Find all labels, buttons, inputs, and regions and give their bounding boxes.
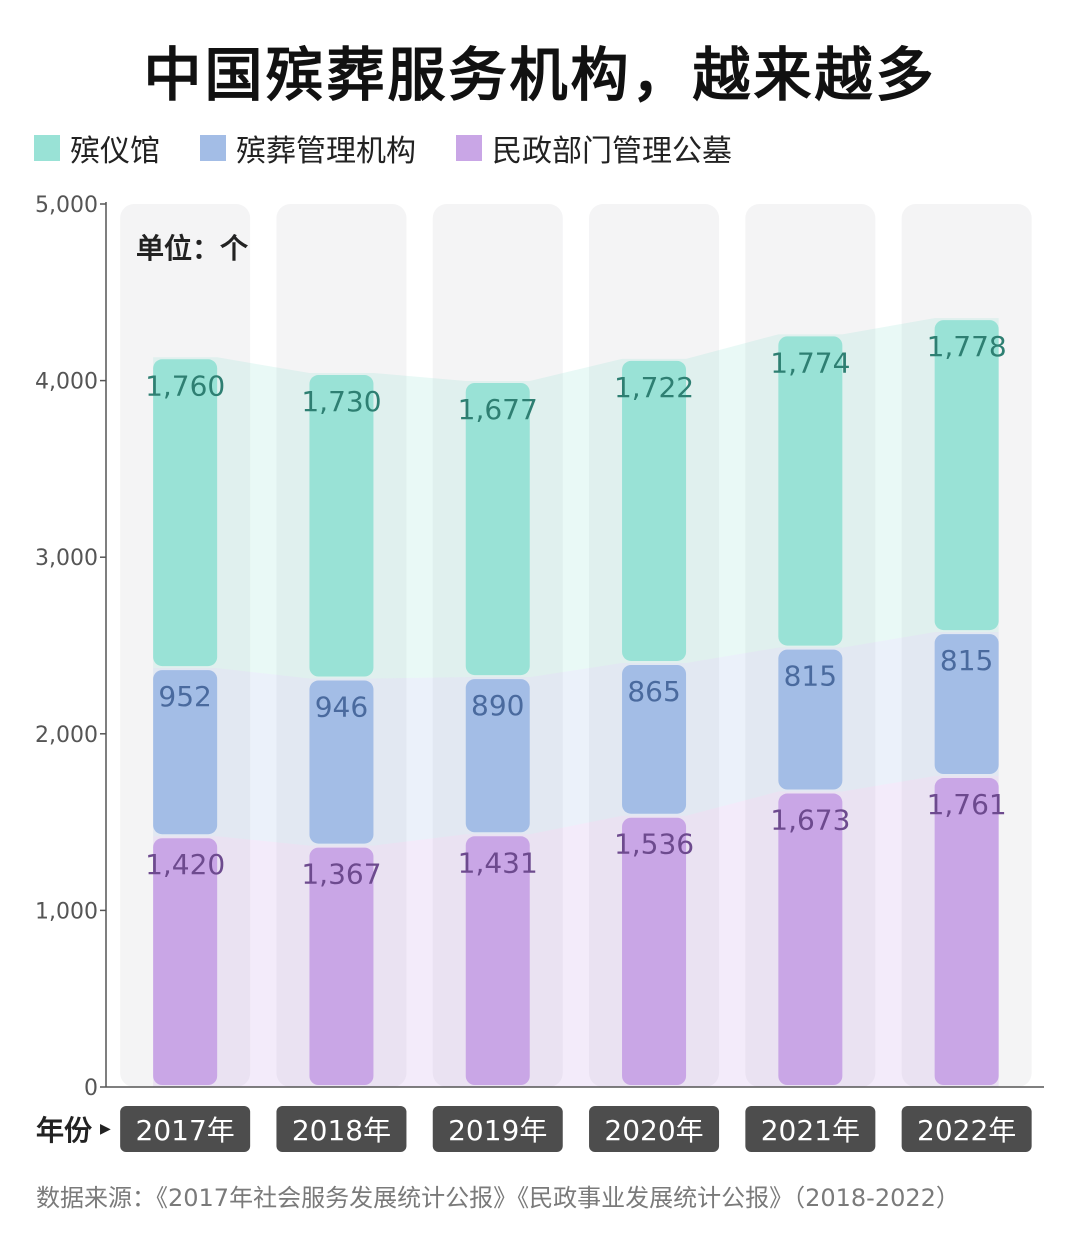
year-tag-bg-0 [120,1106,251,1152]
year-axis-label: 年份 ▶ [36,1106,111,1152]
bar-management-4 [778,649,843,790]
bar-cemetery-1 [309,847,374,1085]
data-label-funeral-home-0: 1,760 [145,369,225,402]
year-tag-bg-1 [276,1106,407,1152]
bar-funeral-home-1 [309,375,374,677]
data-label-cemetery-0: 1,420 [145,848,225,881]
bar-management-1 [309,680,374,844]
data-label-management-2: 890 [471,689,524,722]
year-tag-bg-4 [745,1106,876,1152]
data-label-management-0: 952 [158,680,211,713]
data-label-management-5: 815 [940,644,993,677]
bar-cemetery-5 [934,778,999,1085]
chart-title: 中国殡葬服务机构，越来越多 [143,41,937,109]
legend-swatch-funeral-home [34,135,60,161]
bar-funeral-home-0 [153,359,218,667]
connector-bands [153,318,999,1087]
legend-swatch-cemetery [456,135,482,161]
legend-item-cemetery: 民政部门管理公墓 [456,126,732,170]
year-tag-5: 2022年 [917,1114,1016,1147]
data-label-funeral-home-3: 1,722 [614,371,694,404]
data-label-cemetery-2: 1,431 [458,846,538,879]
year-tag-2: 2019年 [448,1114,547,1147]
bar-funeral-home-5 [934,320,999,631]
year-tag-0: 2017年 [136,1114,235,1147]
bar-funeral-home-4 [778,336,843,646]
data-label-cemetery-4: 1,673 [770,804,850,837]
data-label-cemetery-3: 1,536 [614,828,694,861]
y-tick-label-1: 1,000 [35,899,98,924]
triangle-right-icon: ▶ [100,1121,111,1137]
bar-cemetery-2 [465,836,530,1085]
year-tag-bg-2 [432,1106,563,1152]
bar-funeral-home-3 [622,360,687,661]
unit-label: 单位：个 [136,232,249,265]
legend-swatch-management [200,135,226,161]
y-tick-label-5: 5,000 [35,193,98,218]
legend-label-management: 殡葬管理机构 [236,134,416,169]
data-label-management-4: 815 [784,660,837,693]
y-tick-label-3: 3,000 [35,546,98,571]
data-label-cemetery-5: 1,761 [927,788,1007,821]
bar-management-2 [465,679,530,833]
bar-cemetery-3 [622,817,687,1085]
bar-funeral-home-2 [465,382,530,676]
data-source: 数据来源：《2017年社会服务发展统计公报》《民政事业发展统计公报》（2018-… [36,1184,960,1212]
year-label-text: 年份 [36,1114,93,1147]
data-label-management-3: 865 [627,675,680,708]
band-funeral-home [153,318,999,679]
data-label-cemetery-1: 1,367 [301,858,381,891]
data-label-funeral-home-4: 1,774 [770,346,850,379]
data-label-management-1: 946 [315,691,368,724]
data-label-funeral-home-2: 1,677 [458,393,538,426]
year-tag-3: 2020年 [604,1114,703,1147]
y-tick-label-2: 2,000 [35,723,98,748]
bar-management-5 [934,634,999,775]
legend-item-management: 殡葬管理机构 [200,126,416,170]
bar-cemetery-0 [153,838,218,1085]
bars: 1,420 952 1,760 1,367 946 1,730 1,431 890 1,677 1… [145,320,1007,1085]
bar-management-0 [153,670,218,835]
year-tag-bg-5 [901,1106,1032,1152]
legend-label-funeral-home: 殡仪馆 [70,134,160,169]
bar-cemetery-4 [778,793,843,1085]
year-tag-bg-3 [589,1106,720,1152]
data-label-funeral-home-1: 1,730 [301,385,381,418]
bar-management-3 [622,664,687,814]
legend: 殡仪馆 殡葬管理机构 民政部门管理公墓 [34,126,732,170]
data-label-funeral-home-5: 1,778 [927,330,1007,363]
legend-label-cemetery: 民政部门管理公墓 [492,134,732,169]
year-tag-1: 2018年 [292,1114,391,1147]
legend-item-funeral-home: 殡仪馆 [34,126,160,170]
year-tags: 2017年 2018年 2019年 2020年 2021年 2022年 [120,1106,1032,1152]
y-tick-label-0: 0 [84,1076,98,1101]
year-tag-4: 2021年 [761,1114,860,1147]
y-tick-label-4: 4,000 [35,370,98,395]
